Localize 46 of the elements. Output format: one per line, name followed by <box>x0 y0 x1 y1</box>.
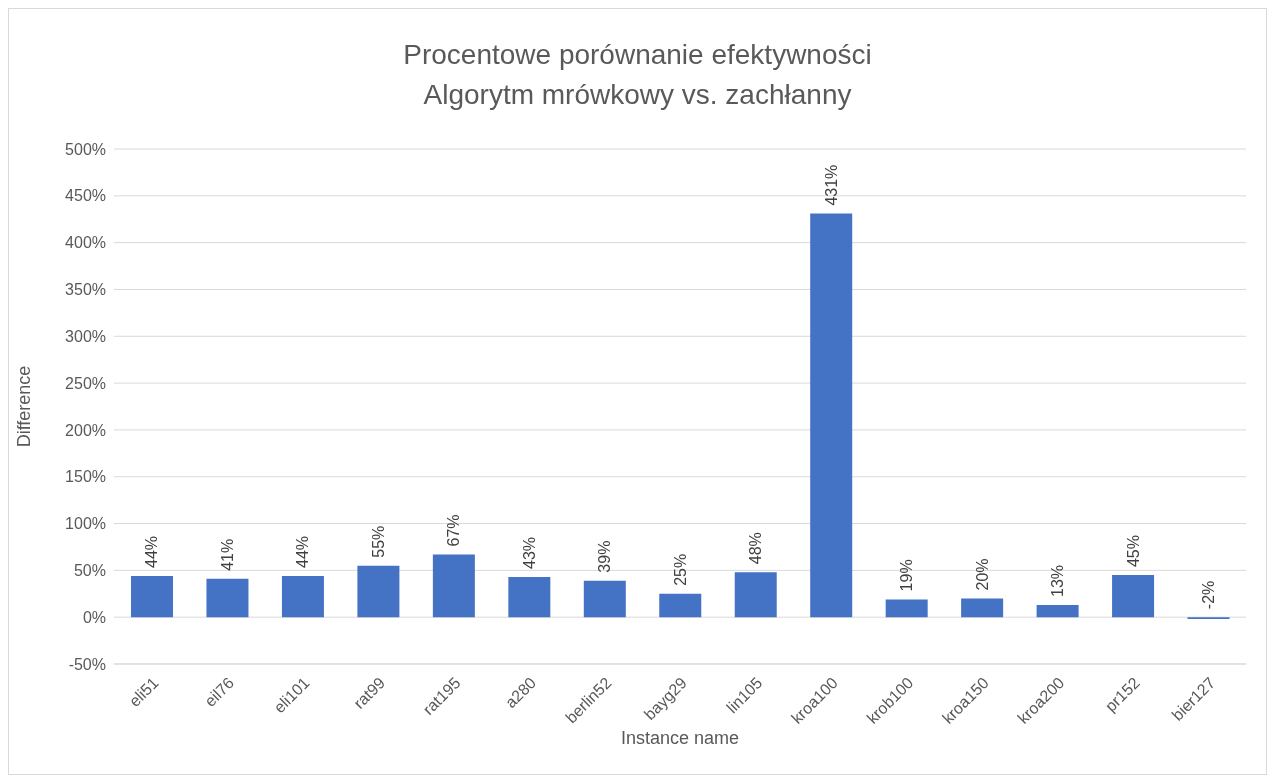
data-label: -2% <box>1200 580 1218 610</box>
bar <box>885 599 928 618</box>
bar <box>432 554 475 618</box>
data-label: 431% <box>822 164 840 206</box>
y-tick-label: 150% <box>65 468 106 486</box>
bar <box>281 575 324 618</box>
data-label: 44% <box>294 535 312 568</box>
y-tick-label: 500% <box>65 140 106 158</box>
y-tick-label: 100% <box>65 515 106 533</box>
y-tick-label: 400% <box>65 234 106 252</box>
data-label: 55% <box>369 525 387 558</box>
bar <box>734 572 777 618</box>
bar <box>1112 575 1155 618</box>
bar <box>961 598 1004 618</box>
chart-title: Procentowe porównanie efektywności <box>402 38 873 72</box>
bar <box>508 576 551 618</box>
bar <box>131 575 173 618</box>
x-tick-label: eli51 <box>125 673 162 710</box>
data-label: 67% <box>445 514 463 547</box>
bar <box>810 213 853 618</box>
bar <box>206 578 249 618</box>
data-label: 20% <box>973 558 991 591</box>
y-tick-label: 450% <box>65 187 106 205</box>
y-tick-label: 200% <box>65 421 106 439</box>
y-tick-label: 300% <box>65 327 106 345</box>
data-label: 25% <box>671 553 689 586</box>
data-label: 45% <box>1124 535 1142 568</box>
bar <box>583 580 626 618</box>
data-label: 19% <box>898 559 916 592</box>
data-label: 13% <box>1049 564 1067 598</box>
data-label: 41% <box>218 538 236 571</box>
bar <box>659 593 702 618</box>
y-tick-label: 250% <box>65 374 106 392</box>
chart-subtitle: Algorytm mrówkowy vs. zachłanny <box>422 78 853 112</box>
data-label: 44% <box>143 535 161 568</box>
data-label: 43% <box>520 536 538 569</box>
data-label: 39% <box>596 540 614 573</box>
bar <box>357 565 400 618</box>
y-tick-label: 350% <box>65 281 106 299</box>
bar <box>1036 605 1079 618</box>
x-axis-title: Instance name <box>620 728 740 748</box>
y-tick-label: 0% <box>82 608 106 626</box>
y-axis-title: Difference <box>14 365 35 448</box>
y-tick-label: 50% <box>73 562 106 580</box>
data-label: 48% <box>747 532 765 565</box>
y-tick-label: -50% <box>68 655 106 673</box>
